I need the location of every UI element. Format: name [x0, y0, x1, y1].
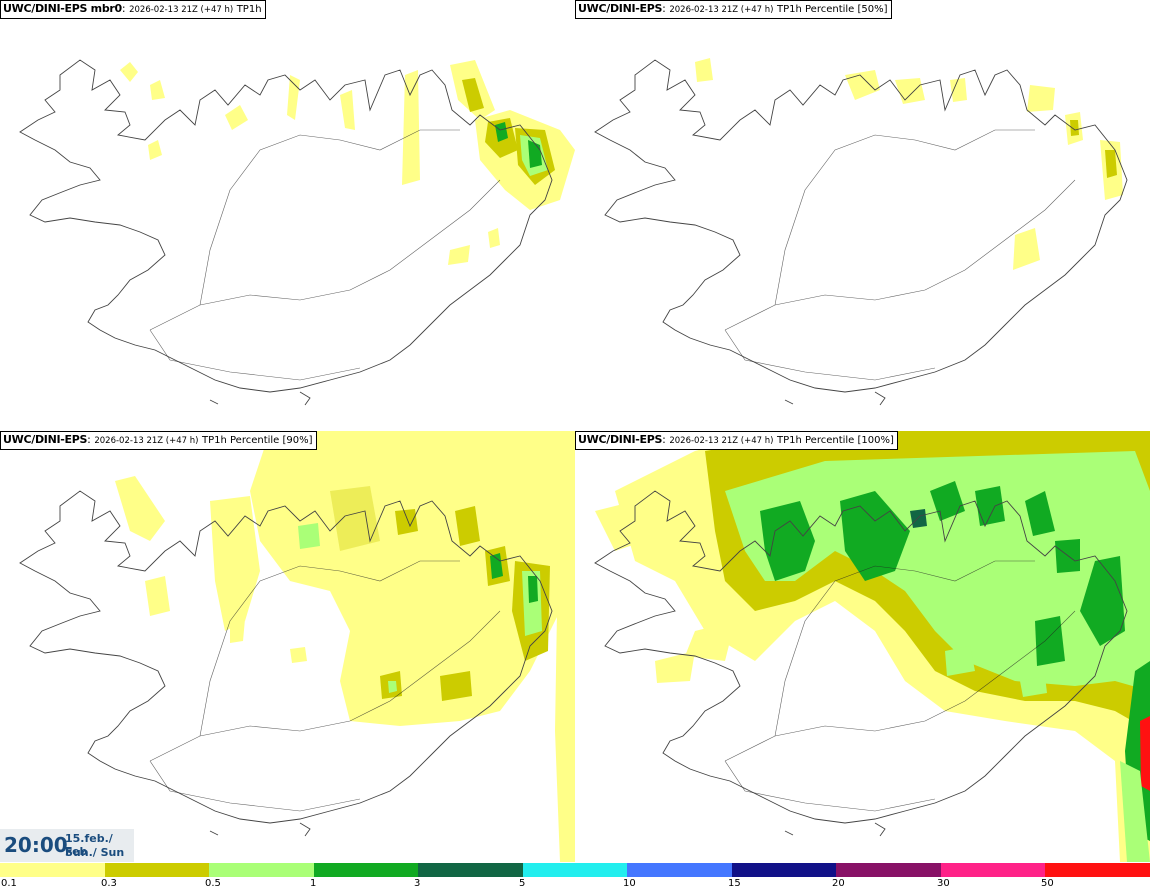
model-name: UWC/DINI-EPS: [578, 2, 663, 15]
legend-swatch: [836, 863, 941, 877]
model-name: UWC/DINI-EPS mbr0: [3, 2, 122, 15]
legend-swatches: [0, 863, 1150, 877]
precip-field: [595, 431, 1150, 862]
roads: [149, 560, 501, 812]
legend-label: 5: [519, 878, 526, 889]
legend-swatch: [313, 863, 419, 877]
precip-field: [115, 431, 575, 862]
parameter: TP1h: [236, 4, 262, 15]
run-info: 2026-02-13 21Z (+47 h): [129, 5, 234, 15]
legend-swatch: [522, 863, 628, 877]
panel-title: UWC/DINI-EPS mbr0: 2026-02-13 21Z (+47 h…: [0, 0, 266, 19]
coastline: [594, 59, 1128, 406]
roads: [149, 129, 501, 381]
parameter: TP1h Percentile [100%]: [776, 435, 894, 446]
legend-label: 10: [623, 878, 636, 889]
coastline: [594, 490, 1128, 837]
precip-field: [120, 60, 575, 265]
valid-time: 20:00: [4, 833, 68, 857]
legend-swatch: [1045, 863, 1150, 877]
legend-label: 15: [728, 878, 741, 889]
panel-p90: UWC/DINI-EPS: 2026-02-13 21Z (+47 h) TP1…: [0, 431, 575, 862]
legend-swatch: [940, 863, 1046, 877]
parameter: TP1h Percentile [50%]: [776, 4, 888, 15]
parameter: TP1h Percentile [90%]: [201, 435, 313, 446]
legend-swatch: [627, 863, 732, 877]
legend-swatch: [0, 863, 105, 877]
map-p90: [19, 431, 575, 862]
legend-label: 1: [310, 878, 317, 889]
legend-label: 30: [937, 878, 950, 889]
panel-mbr0: UWC/DINI-EPS mbr0: 2026-02-13 21Z (+47 h…: [0, 0, 575, 431]
legend-swatch: [418, 863, 523, 877]
model-name: UWC/DINI-EPS: [3, 433, 88, 446]
valid-date: 15.feb./ Feb: [65, 832, 113, 858]
precip-field: [695, 58, 1123, 270]
panel-title: UWC/DINI-EPS: 2026-02-13 21Z (+47 h) TP1…: [575, 431, 898, 450]
legend-swatch: [209, 863, 314, 877]
panel-title: UWC/DINI-EPS: 2026-02-13 21Z (+47 h) TP1…: [0, 431, 317, 450]
roads: [724, 129, 1076, 381]
legend-label: 0.3: [101, 878, 117, 889]
legend-label: 50: [1041, 878, 1054, 889]
legend-label: 20: [832, 878, 845, 889]
map-mbr0: [19, 59, 575, 406]
panel-title: UWC/DINI-EPS: 2026-02-13 21Z (+47 h) TP1…: [575, 0, 892, 19]
run-info: 2026-02-13 21Z (+47 h): [669, 436, 774, 446]
coastline: [19, 59, 553, 406]
color-legend: 0.1 0.3 0.5 1 3 5 10 15 20 30 50: [0, 862, 1150, 891]
legend-swatch: [104, 863, 210, 877]
map-p100: [594, 431, 1150, 862]
run-info: 2026-02-13 21Z (+47 h): [669, 5, 774, 15]
legend-swatch: [731, 863, 837, 877]
run-info: 2026-02-13 21Z (+47 h): [94, 436, 199, 446]
panel-p50: UWC/DINI-EPS: 2026-02-13 21Z (+47 h) TP1…: [575, 0, 1150, 431]
model-name: UWC/DINI-EPS: [578, 433, 663, 446]
map-p50: [594, 58, 1128, 406]
panel-p100: UWC/DINI-EPS: 2026-02-13 21Z (+47 h) TP1…: [575, 431, 1150, 862]
roads: [724, 560, 1076, 812]
coastline: [19, 490, 553, 837]
legend-label: 0.5: [205, 878, 221, 889]
valid-time-box: 20:00 15.feb./ Feb Sun./ Sun: [0, 829, 134, 862]
legend-label: 3: [414, 878, 421, 889]
valid-weekday: Sun./ Sun: [65, 846, 125, 859]
legend-label: 0.1: [1, 878, 17, 889]
